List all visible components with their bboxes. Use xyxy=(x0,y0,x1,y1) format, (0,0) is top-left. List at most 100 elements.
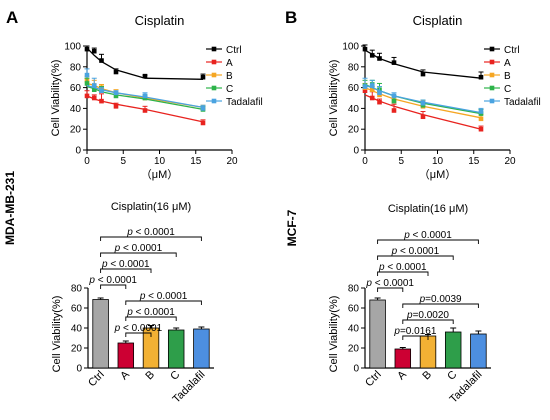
b-line-point-ctrl xyxy=(391,60,397,65)
a-line-point-c xyxy=(113,93,119,99)
b-bar-xtick-label-ctrl: Ctrl xyxy=(363,369,384,390)
a-bar-ytick-label: 0 xyxy=(76,364,82,375)
a-line-legend-label-a: A xyxy=(226,58,233,69)
b-bar-sig-label: p < 0.0001 xyxy=(378,262,427,273)
b-line-title: Cisplatin xyxy=(413,13,463,28)
a-bar-xtick-label-b: B xyxy=(143,369,157,383)
a-bar-xtick-label-c: C xyxy=(168,369,182,383)
b-bar-bar-b xyxy=(419,335,437,369)
b-line-ytick-label: 80 xyxy=(348,62,360,73)
b-line-point-ctrl xyxy=(362,46,368,52)
a-line-legend-marker-ctrl xyxy=(211,46,217,52)
b-line-legend-label-tadalafil: Tadalafil xyxy=(504,97,541,108)
a-bar-title: Cisplatin(16 μM) xyxy=(111,201,191,213)
b-bar-ytick-label: 0 xyxy=(353,364,359,375)
chart-b-bar: Cisplatin(16 μM) 0 20 40 60 80 Cell Viability(… xyxy=(328,203,491,406)
a-bar-sig-bracket xyxy=(125,332,152,337)
a-bar-ytick-label: 80 xyxy=(71,284,83,295)
chart-b-line: Cisplatin 0 20 40 60 80 100 0 5 10 15 20 Cell Viabil… xyxy=(328,13,541,181)
a-line-ytick-label: 0 xyxy=(75,146,81,157)
a-bar-bar-c xyxy=(167,329,185,369)
a-line-legend-label-tadalafil: Tadalafil xyxy=(226,97,263,108)
a-bar-xtick-label-a: A xyxy=(118,368,132,382)
b-line-xtick-label: 20 xyxy=(504,156,516,167)
a-line-legend-marker-a xyxy=(211,59,217,65)
a-bar-sig-label: p < 0.0001 xyxy=(139,291,188,302)
a-bar-sig-bracket xyxy=(100,268,152,273)
row-label-mcf-7: MCF-7 xyxy=(285,209,299,246)
b-bar-sig-bracket xyxy=(402,303,479,308)
a-bar-ytick-label: 60 xyxy=(71,304,83,315)
a-line-point-a xyxy=(113,104,119,109)
a-bar-sig-bracket xyxy=(125,300,202,305)
a-line-point-ctrl xyxy=(113,69,119,75)
a-line-point-c xyxy=(91,87,97,92)
b-bar-sig-label: p=0.0020 xyxy=(406,310,449,321)
b-line-legend-label-c: C xyxy=(504,84,511,95)
a-bar-sig-bracket xyxy=(100,284,127,289)
a-line-point-a xyxy=(142,108,148,113)
b-bar-sig-bracket xyxy=(402,335,429,340)
b-line-point-tadalafil xyxy=(420,100,426,106)
a-line-ytick-label: 60 xyxy=(70,83,82,94)
a-bar-ylabel: Cell Viability(%) xyxy=(51,296,63,373)
b-line-point-tadalafil xyxy=(362,84,368,89)
a-line-point-ctrl xyxy=(200,74,206,80)
b-line-point-ctrl xyxy=(369,53,375,58)
a-line-point-tadalafil xyxy=(91,83,97,88)
a-line-legend-marker-b xyxy=(211,72,217,78)
a-line-legend-label-b: B xyxy=(226,71,233,82)
b-line-point-tadalafil xyxy=(478,109,484,114)
b-line-xtick-label: 0 xyxy=(362,156,368,167)
b-bar-xtick-label-c: C xyxy=(445,369,459,383)
a-line-point-tadalafil xyxy=(99,88,104,94)
b-bar-ytick-label: 20 xyxy=(348,344,360,355)
b-bar-sig-label: p < 0.0001 xyxy=(365,278,414,289)
b-line-legend-label-ctrl: Ctrl xyxy=(504,45,520,56)
a-line-ytick-label: 40 xyxy=(70,104,82,115)
a-line-ytick-label: 80 xyxy=(70,62,82,73)
b-line-point-a xyxy=(362,88,368,94)
a-line-point-tadalafil xyxy=(84,72,90,78)
b-line-legend-marker-c xyxy=(489,85,495,91)
chart-a-line: Cisplatin 0 20 40 60 80 100 0 5 10 15 20 Cell Viabil… xyxy=(50,13,263,181)
a-bar-sig-label: p < 0.0001 xyxy=(88,275,137,286)
a-bar-bar-ctrl xyxy=(92,299,109,369)
a-line-point-a xyxy=(200,120,206,126)
b-line-legend-label-b: B xyxy=(504,71,511,82)
b-line-legend-marker-tadalafil xyxy=(489,98,495,104)
a-line-xtick-label: 15 xyxy=(190,156,202,167)
a-line-point-ctrl xyxy=(84,46,90,52)
a-line-ytick-label: 20 xyxy=(70,125,82,136)
b-line-legend-marker-a xyxy=(489,59,495,65)
b-bar-ylabel: Cell Viability(%) xyxy=(328,296,340,373)
b-line-point-ctrl xyxy=(377,56,382,61)
a-bar-bar-a xyxy=(117,342,135,369)
b-line-xtick-label: 10 xyxy=(432,156,444,167)
b-line-xtick-label: 5 xyxy=(398,156,404,167)
b-line-point-a xyxy=(478,126,484,132)
a-line-title: Cisplatin xyxy=(135,13,185,28)
a-bar-sig-bracket xyxy=(100,252,177,257)
a-line-point-tadalafil xyxy=(113,90,119,96)
b-bar-ytick-label: 40 xyxy=(348,324,360,335)
a-line-point-ctrl xyxy=(99,58,104,63)
a-bar-sig-label: p < 0.0001 xyxy=(126,227,175,238)
a-line-point-tadalafil xyxy=(200,106,206,111)
a-line-xtick-label: 0 xyxy=(84,156,90,167)
b-bar-sig-label: p < 0.0001 xyxy=(403,230,452,241)
b-line-point-ctrl xyxy=(420,71,426,77)
b-line-point-a xyxy=(369,95,375,101)
a-bar-bar-tadalafil xyxy=(193,328,210,369)
b-bar-sig-label: p < 0.0001 xyxy=(391,246,440,257)
b-bar-ytick-label: 60 xyxy=(348,304,360,315)
b-line-xtick-label: 15 xyxy=(468,156,480,167)
b-line-point-tadalafil xyxy=(369,83,375,88)
a-line-xtick-label: 10 xyxy=(154,156,166,167)
a-bar-sig-bracket xyxy=(100,236,202,241)
a-bar-sig-label: p < 0.0001 xyxy=(114,243,163,254)
b-line-point-tadalafil xyxy=(377,90,382,96)
chart-a-bar: Cisplatin(16 μM) 0 20 40 60 80 Cell Viability(… xyxy=(51,201,214,406)
b-bar-bar-tadalafil xyxy=(470,333,487,369)
a-line-ylabel: Cell Viability(%) xyxy=(50,60,62,137)
